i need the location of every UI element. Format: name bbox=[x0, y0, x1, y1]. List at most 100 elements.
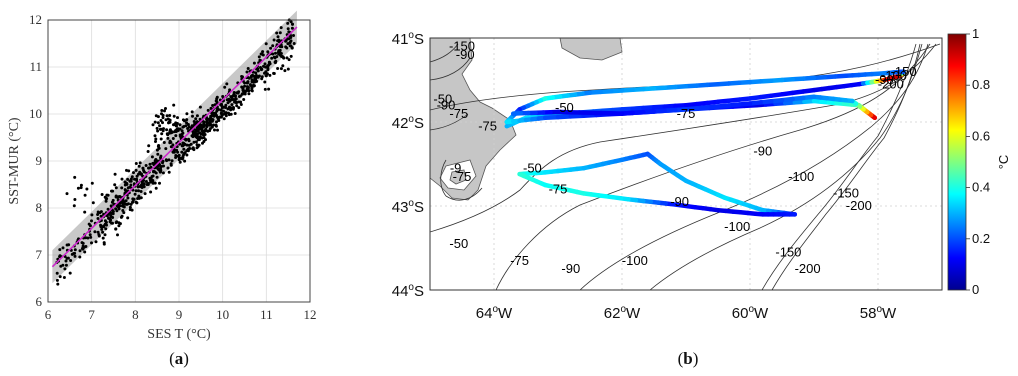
scatter-point bbox=[129, 178, 133, 182]
scatter-point bbox=[279, 26, 283, 30]
contour-label: -90 bbox=[561, 261, 580, 276]
scatter-point bbox=[155, 126, 159, 130]
scatter-point bbox=[154, 140, 157, 143]
contour-label: -200 bbox=[795, 261, 821, 276]
scatter-point bbox=[244, 89, 248, 93]
scatter-point bbox=[165, 114, 169, 118]
scatter-point bbox=[266, 50, 270, 54]
scatter-point bbox=[234, 94, 237, 98]
scatter-point bbox=[240, 92, 244, 96]
scatter-point bbox=[233, 112, 237, 115]
scatter-point bbox=[223, 85, 227, 89]
scatter-point bbox=[287, 30, 291, 34]
scatter-point bbox=[91, 201, 95, 205]
scatter-point bbox=[227, 98, 231, 102]
scatter-point bbox=[205, 124, 209, 128]
scatter-point bbox=[197, 143, 201, 147]
scatter-point bbox=[193, 130, 197, 134]
scatter-point bbox=[73, 175, 77, 179]
scatter-point bbox=[226, 107, 230, 111]
scatter-point bbox=[122, 205, 126, 209]
scatter-point bbox=[217, 119, 221, 122]
scatter-point bbox=[213, 128, 216, 132]
scatter-point bbox=[178, 133, 182, 137]
scatter-point bbox=[110, 189, 113, 193]
scatter-point bbox=[159, 119, 163, 122]
scatter-point bbox=[203, 129, 207, 133]
scatter-point bbox=[96, 213, 100, 216]
scatter-point bbox=[130, 175, 134, 179]
scatter-point bbox=[198, 131, 202, 135]
scatter-point bbox=[160, 112, 163, 116]
scatter-point bbox=[206, 108, 210, 112]
scatter-point bbox=[197, 138, 201, 142]
lat-tick-label: 43oS bbox=[392, 198, 424, 216]
scatter-point bbox=[264, 74, 268, 78]
x-tick-label: 12 bbox=[304, 307, 317, 322]
scatter-point bbox=[55, 278, 59, 282]
land-peninsula bbox=[430, 38, 517, 201]
scatter-point bbox=[126, 196, 130, 200]
scatter-point bbox=[150, 155, 154, 159]
scatter-point bbox=[114, 227, 118, 231]
scatter-point bbox=[285, 56, 289, 60]
contour-label: -150 bbox=[891, 64, 917, 79]
scatter-point bbox=[65, 256, 69, 260]
scatter-point bbox=[154, 171, 158, 175]
scatter-point bbox=[231, 98, 235, 101]
scatter-point bbox=[158, 124, 162, 128]
scatter-point bbox=[93, 230, 97, 234]
scatter-point bbox=[73, 254, 77, 258]
scatter-point bbox=[94, 240, 98, 244]
scatter-point bbox=[180, 129, 184, 133]
scatter-point bbox=[257, 55, 261, 59]
scatter-point bbox=[177, 153, 181, 157]
scatter-point bbox=[83, 250, 87, 254]
scatter-point bbox=[225, 82, 229, 86]
contour-label: -100 bbox=[724, 219, 750, 234]
scatter-point bbox=[73, 198, 77, 201]
scatter-point bbox=[174, 134, 178, 138]
scatter-point bbox=[161, 159, 165, 163]
scatter-point bbox=[185, 118, 189, 122]
contour-line bbox=[761, 43, 917, 290]
scatter-point bbox=[261, 50, 265, 54]
scatter-point bbox=[239, 103, 243, 106]
scatter-point bbox=[168, 120, 172, 124]
scatter-point bbox=[182, 119, 186, 123]
y-tick-label: 9 bbox=[36, 153, 43, 168]
scatter-point bbox=[187, 139, 191, 143]
scatter-point bbox=[152, 170, 155, 174]
lat-tick-label: 42oS bbox=[392, 114, 424, 132]
contour-line bbox=[430, 113, 469, 131]
colorbar-tick-label: 0.8 bbox=[972, 77, 990, 92]
scatter-point bbox=[164, 107, 167, 110]
scatter-point bbox=[206, 129, 210, 133]
scatter-point bbox=[219, 112, 223, 116]
scatter-point bbox=[104, 227, 108, 231]
y-tick-label: 8 bbox=[36, 200, 43, 215]
scatter-point bbox=[88, 224, 92, 228]
contour-label: -50 bbox=[523, 160, 542, 175]
scatter-point bbox=[145, 183, 149, 186]
scatter-point bbox=[134, 162, 138, 165]
x-tick-label: 11 bbox=[260, 307, 273, 322]
contour-line bbox=[430, 43, 459, 63]
scatter-point bbox=[181, 125, 185, 129]
scatter-point bbox=[126, 216, 130, 220]
contour-label: -50 bbox=[433, 92, 452, 107]
scatter-point bbox=[180, 150, 184, 154]
scatter-point bbox=[114, 186, 118, 190]
contour-label: -90 bbox=[753, 144, 772, 159]
colorbar-tick-label: 0 bbox=[972, 282, 979, 297]
scatter-point bbox=[247, 89, 251, 93]
scatter-point bbox=[137, 164, 141, 168]
scatter-point bbox=[228, 88, 232, 92]
scatter-point bbox=[209, 106, 213, 110]
scatter-point bbox=[267, 87, 271, 91]
scatter-point bbox=[259, 68, 263, 72]
scatter-point bbox=[59, 264, 63, 268]
scatter-point bbox=[200, 132, 204, 136]
scatter-point bbox=[190, 110, 194, 114]
